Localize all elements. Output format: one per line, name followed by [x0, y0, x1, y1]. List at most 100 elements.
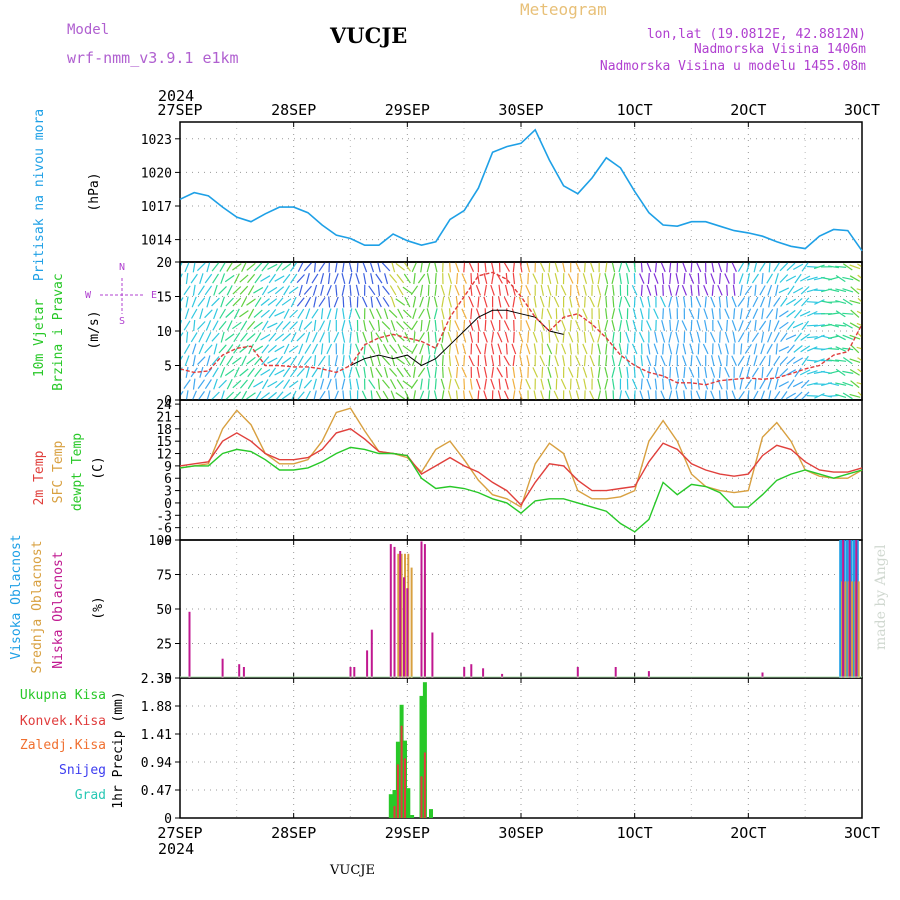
wind-vector	[583, 378, 587, 390]
wind-vector	[211, 391, 220, 400]
wind-vector	[389, 274, 398, 284]
wind-vector	[512, 355, 516, 367]
wind-vector	[731, 296, 737, 308]
wind-vector	[760, 343, 765, 355]
wind-vector	[247, 379, 255, 390]
wind-vector	[633, 366, 636, 378]
wind-vector	[275, 320, 284, 331]
wind-vector	[654, 262, 658, 273]
wind-vector	[205, 332, 212, 343]
wind-vector	[662, 378, 665, 390]
wind-vector	[198, 343, 205, 355]
wind-vector	[754, 319, 757, 331]
wind-vector	[611, 273, 616, 285]
wind-vector	[835, 359, 847, 362]
wind-vector	[753, 343, 758, 355]
wind-vector	[197, 379, 205, 389]
wind-vector	[751, 332, 759, 343]
wind-vector	[313, 355, 317, 367]
wind-vector	[532, 367, 539, 378]
wind-vector	[461, 273, 467, 284]
wind-vector	[857, 391, 862, 397]
wind-vector	[213, 308, 219, 320]
wind-vector	[732, 331, 736, 343]
wind-vector	[724, 308, 730, 320]
wind-vector	[527, 331, 530, 343]
wind-vector	[575, 320, 581, 331]
wind-vector	[681, 378, 688, 390]
wind-vector	[377, 284, 381, 296]
wind-vector	[427, 378, 430, 390]
wind-vector	[375, 367, 383, 378]
wind-vector	[519, 262, 523, 273]
wind-vector	[382, 343, 390, 355]
wind-vector	[296, 391, 305, 400]
wind-vector	[793, 297, 803, 307]
wind-vector	[192, 262, 196, 273]
wind-vector	[288, 345, 299, 353]
wind-vector	[697, 378, 700, 390]
wind-vector	[646, 378, 652, 390]
wind-vector	[213, 378, 218, 390]
wind-vector	[232, 379, 242, 389]
wind-vector	[766, 273, 774, 284]
wind-vector	[766, 343, 773, 354]
wind-vector	[647, 296, 651, 308]
wind-vector	[305, 308, 311, 320]
wind-vector	[589, 331, 595, 343]
wind-vector	[261, 356, 270, 366]
wind-vector	[654, 284, 658, 296]
wind-vector	[375, 308, 382, 319]
wind-vector	[525, 285, 531, 296]
wind-vector	[370, 296, 374, 308]
y-tick-label: 24	[156, 398, 172, 413]
wind-vector	[779, 274, 789, 283]
precip-total-bar	[392, 790, 397, 818]
wind-vector	[725, 343, 729, 355]
wind-vector	[835, 300, 847, 304]
wind-vector	[835, 310, 846, 318]
wind-vector	[454, 378, 460, 390]
wind-vector	[683, 273, 686, 285]
wind-vector	[806, 382, 818, 386]
wind-vector	[441, 308, 445, 320]
wind-vector	[411, 343, 418, 355]
wind-vector	[212, 320, 219, 331]
wind-vector	[267, 298, 278, 306]
wind-vector	[773, 390, 781, 400]
wind-vector	[618, 366, 623, 378]
wind-vector	[180, 355, 184, 362]
precip-legend-snow: Snijeg	[59, 763, 106, 778]
wind-vector	[320, 343, 324, 355]
wind-vector	[689, 343, 694, 355]
wind-vector	[813, 264, 825, 270]
wind-vector	[183, 285, 191, 296]
wind-vector	[675, 273, 679, 285]
wind-vector	[448, 343, 452, 355]
wind-vector	[454, 262, 460, 273]
wind-vector	[835, 368, 846, 376]
wind-vector	[850, 309, 860, 318]
wind-vector	[553, 390, 560, 400]
wind-vector	[539, 262, 546, 273]
wind-vector	[567, 367, 574, 378]
wind-vector	[490, 262, 495, 273]
wind-vector	[639, 308, 644, 320]
x-tick-label-top: 29SEP	[385, 101, 430, 119]
wind-vector	[849, 264, 861, 270]
temp-ylabel-3: dewpt Temp	[70, 433, 85, 511]
temp-ylabel-2: SFC Temp	[51, 441, 66, 504]
wind-vector	[696, 320, 701, 331]
wind-vector	[402, 345, 413, 353]
wind-vector	[383, 308, 389, 320]
wind-vector	[413, 331, 416, 343]
wind-vector	[633, 273, 636, 285]
wind-vector	[248, 343, 254, 355]
wind-vector	[575, 378, 580, 390]
wind-vector	[787, 320, 795, 331]
wind-vector	[355, 378, 360, 390]
wind-vector	[246, 356, 256, 365]
wind-vector	[368, 285, 376, 296]
wind-vector	[850, 286, 860, 295]
wind-vector	[434, 319, 437, 332]
